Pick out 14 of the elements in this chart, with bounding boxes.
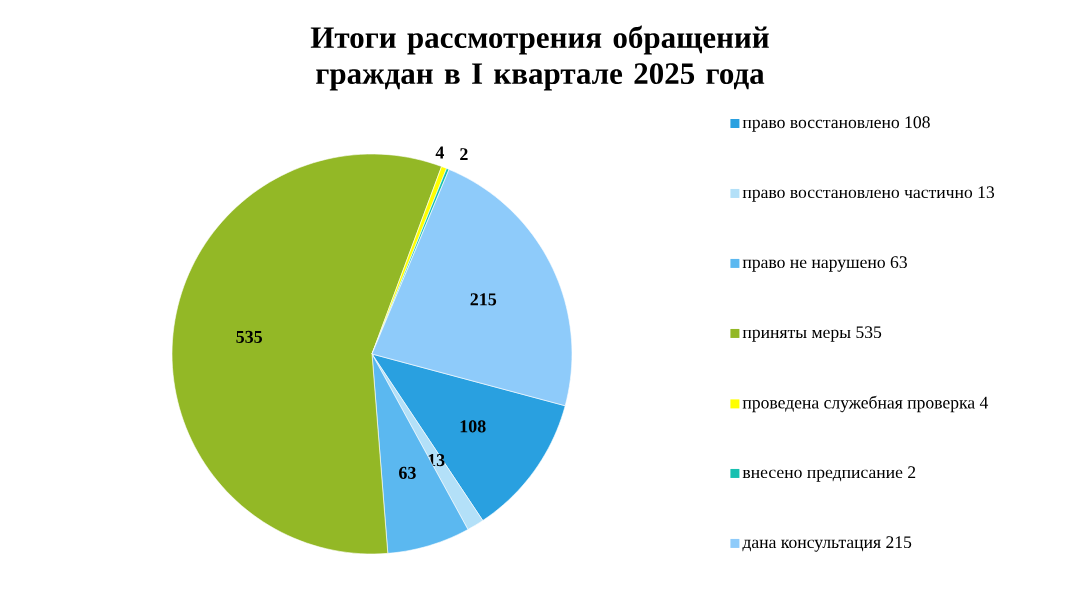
legend-label: проведена служебная проверка 4: [742, 395, 989, 413]
data-label: 2: [460, 148, 468, 161]
legend-label: право восстановлено 108: [742, 116, 930, 132]
data-label: 4: [435, 146, 445, 159]
legend-label: право не нарушено 63: [742, 256, 907, 272]
chart-title: Итоги рассмотрения обращений граждан в I квартале 2025 года: [310, 25, 769, 91]
legend-label: внесено предписание 2: [742, 466, 916, 482]
legend-label: право восстановлено частично 13: [742, 186, 995, 202]
data-label: 63: [399, 466, 416, 479]
legend-label: приняты меры 535: [742, 326, 882, 342]
data-label: 215: [470, 293, 497, 306]
legend-label: дана консультация 215: [742, 536, 912, 552]
data-label: 535: [236, 330, 263, 343]
data-label: 108: [460, 420, 486, 433]
